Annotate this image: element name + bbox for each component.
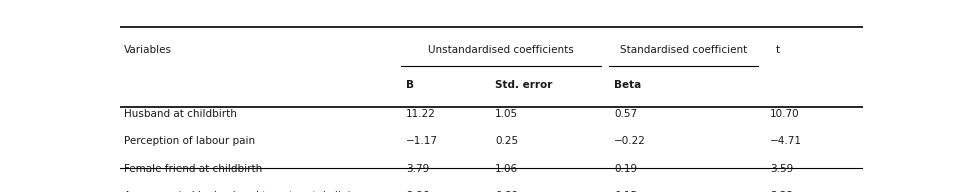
Text: B: B (406, 80, 414, 90)
Text: Std. error: Std. error (495, 80, 552, 90)
Text: 0.89: 0.89 (495, 191, 518, 192)
Text: t: t (776, 45, 780, 55)
Text: Female friend at childbirth: Female friend at childbirth (124, 164, 262, 174)
Text: Accompanied by husband to antenatal clinic: Accompanied by husband to antenatal clin… (124, 191, 356, 192)
Text: 3.59: 3.59 (770, 164, 793, 174)
Text: −4.71: −4.71 (770, 136, 802, 146)
Text: 0.57: 0.57 (614, 109, 637, 119)
Text: 0.19: 0.19 (614, 164, 637, 174)
Text: 0.15: 0.15 (614, 191, 637, 192)
Text: 3.79: 3.79 (406, 164, 430, 174)
Text: 1.06: 1.06 (495, 164, 518, 174)
Text: 3.22: 3.22 (770, 191, 793, 192)
Text: Perception of labour pain: Perception of labour pain (124, 136, 255, 146)
Text: 11.22: 11.22 (406, 109, 436, 119)
Text: 2.86: 2.86 (406, 191, 430, 192)
Text: Standardised coefficient: Standardised coefficient (620, 45, 747, 55)
Text: Unstandardised coefficients: Unstandardised coefficients (429, 45, 574, 55)
Text: 10.70: 10.70 (770, 109, 800, 119)
Text: −1.17: −1.17 (406, 136, 438, 146)
Text: 0.25: 0.25 (495, 136, 518, 146)
Text: Variables: Variables (124, 45, 172, 55)
Text: −0.22: −0.22 (614, 136, 646, 146)
Text: Husband at childbirth: Husband at childbirth (124, 109, 237, 119)
Text: 1.05: 1.05 (495, 109, 518, 119)
Text: Beta: Beta (614, 80, 642, 90)
